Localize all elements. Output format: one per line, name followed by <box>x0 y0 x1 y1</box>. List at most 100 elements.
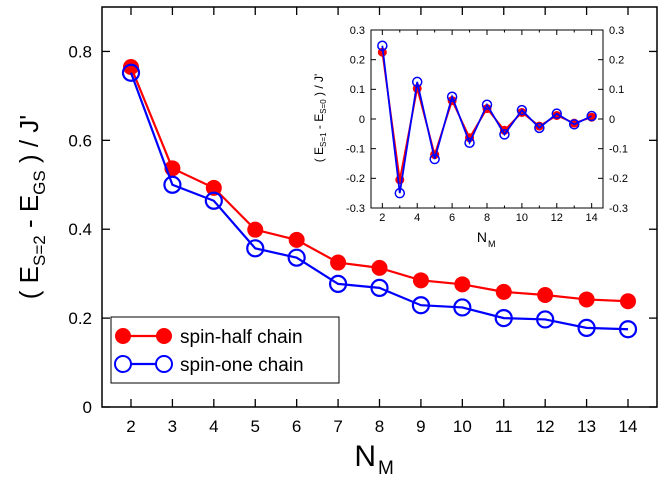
main-xlabel-sub: M <box>378 458 394 475</box>
legend-label-spin-half: spin-half chain <box>180 327 303 348</box>
main-x-axis-label: N M <box>354 440 394 479</box>
main-y-tick-label: 0.2 <box>68 309 92 328</box>
inset-y-tick-label: 0.2 <box>350 55 365 67</box>
inset-point-spin-one <box>377 40 388 51</box>
main-x-tick-label: 13 <box>577 417 596 436</box>
inset-point-spin-one <box>586 110 597 122</box>
main-point-spin-half <box>412 272 429 289</box>
main-point-spin-half <box>205 179 222 196</box>
main-point-spin-one <box>328 274 348 293</box>
legend-marker-spin-half-left <box>115 328 131 344</box>
inset-y-tick-label: -0.1 <box>346 144 365 156</box>
inset-point-spin-one <box>534 122 545 134</box>
inset-point-spin-one <box>394 187 406 199</box>
inset-y-tick-label-right: 0.2 <box>609 55 624 67</box>
inset-point-spin-one <box>464 137 475 148</box>
main-point-spin-one <box>246 239 265 258</box>
inset-xlabel-base: N <box>477 229 487 245</box>
main-x-tick-label: 12 <box>536 417 555 436</box>
inset-line-spin-one <box>381 45 593 194</box>
legend-marker-spin-one-right <box>155 355 173 373</box>
inset-plot: 2 4 6 8 10 12 14 -0.3 -0.3 -0.2 -0.2 -0.1 -0.1 0 0 0.1 0… <box>312 25 628 249</box>
main-x-tick-label: 6 <box>292 417 301 436</box>
inset-point-spin-one <box>481 99 493 111</box>
main-x-tick-label: 5 <box>251 417 260 436</box>
main-point-spin-one <box>121 63 141 82</box>
main-ylabel-mid: - E <box>14 195 44 235</box>
main-point-spin-one <box>494 309 513 328</box>
main-x-tick-label: 9 <box>416 417 425 436</box>
inset-y-tick-label-right: -0.3 <box>609 203 628 215</box>
main-point-spin-one <box>287 248 306 267</box>
main-axes: 2 3 4 5 6 7 8 9 10 11 12 13 14 0 0.2 0.4 0.6 0.8 <box>68 7 657 436</box>
main-point-spin-half <box>537 287 554 303</box>
inset-y-axis-label: ( ES=1 - ES=0 ) / J' <box>312 74 328 163</box>
legend-marker-spin-one-left <box>114 355 132 373</box>
inset-x-tick-label: 12 <box>551 212 563 224</box>
main-ylabel-open: ( E <box>14 266 44 299</box>
inset-ylabel-sub2: S=0 <box>319 99 328 114</box>
main-y-tick-label: 0.4 <box>68 220 92 239</box>
legend-label-spin-one: spin-one chain <box>180 355 304 376</box>
inset-y-tick-label-right: 0 <box>609 114 615 126</box>
main-point-spin-half <box>578 291 595 308</box>
inset-x-tick-label: 4 <box>414 212 420 224</box>
main-line-spin-one <box>129 72 629 331</box>
inset-point-spin-one <box>568 119 580 130</box>
main-point-spin-half <box>454 276 471 293</box>
main-point-spin-half <box>288 231 305 248</box>
main-point-spin-one <box>618 320 638 339</box>
inset-plot-frame <box>370 29 604 209</box>
svg-text:( ES=2 - EGS ) / J': ( ES=2 - EGS ) / J' <box>14 115 49 300</box>
inset-y-tick-label: 0 <box>359 114 365 126</box>
inset-y-tick-label: 0.1 <box>350 84 365 96</box>
main-xlabel-base: N <box>354 440 376 473</box>
inset-axes: 2 4 6 8 10 12 14 -0.3 -0.3 -0.2 -0.2 -0.1 -0.1 0 0 0.1 0… <box>346 25 628 224</box>
inset-xlabel-sub: M <box>488 239 496 249</box>
main-series <box>121 59 638 339</box>
main-point-spin-one <box>536 310 555 329</box>
main-ylabel-sub1: S=2 <box>30 235 49 266</box>
inset-y-tick-label: 0.3 <box>350 25 365 37</box>
inset-point-spin-one <box>429 153 440 165</box>
main-point-spin-half <box>247 221 264 238</box>
inset-y-tick-label-right: -0.2 <box>609 173 628 185</box>
inset-point-spin-one <box>411 76 423 88</box>
main-point-spin-one <box>204 191 223 210</box>
main-x-tick-label: 7 <box>333 417 342 436</box>
main-point-spin-half <box>495 283 512 300</box>
inset-x-axis-label: N M <box>477 229 496 249</box>
inset-point-spin-one <box>446 91 458 102</box>
main-x-tick-label: 2 <box>126 417 135 436</box>
inset-y-tick-label-right: -0.1 <box>609 144 628 156</box>
main-ylabel-sub2: GS <box>30 170 49 195</box>
inset-point-spin-one <box>551 108 563 119</box>
inset-point-spin-one <box>499 129 510 140</box>
inset-y-tick-label: -0.3 <box>346 203 365 215</box>
main-point-spin-half <box>371 259 388 276</box>
main-y-axis-label: ( ES=2 - EGS ) / J' <box>14 115 49 300</box>
main-x-tick-label: 14 <box>619 417 638 436</box>
inset-series <box>377 40 597 199</box>
main-point-spin-half <box>122 59 139 75</box>
legend-box <box>110 316 340 384</box>
legend-marker-spin-half-right <box>156 328 172 344</box>
main-y-tick-label: 0.8 <box>68 42 92 61</box>
inset-x-tick-label: 8 <box>484 212 490 224</box>
main-x-tick-label: 8 <box>375 417 384 436</box>
main-x-tick-label: 10 <box>453 417 472 436</box>
main-point-spin-one <box>577 318 596 337</box>
main-y-tick-label: 0.6 <box>68 131 92 150</box>
main-ylabel-close: ) / J' <box>14 115 44 171</box>
main-point-spin-one <box>163 175 182 194</box>
inset-ylabel-sub1: S=1 <box>319 132 328 147</box>
main-y-tick-label: 0 <box>83 398 92 417</box>
legend: spin-half chain spin-one chain <box>110 316 340 384</box>
svg-text:( ES=1 - ES=0 ) / J': ( ES=1 - ES=0 ) / J' <box>312 74 328 163</box>
inset-ylabel-close: ) / J' <box>312 74 326 100</box>
inset-y-tick-label-right: 0.1 <box>609 84 624 96</box>
inset-ylabel-open: ( E <box>312 147 326 162</box>
